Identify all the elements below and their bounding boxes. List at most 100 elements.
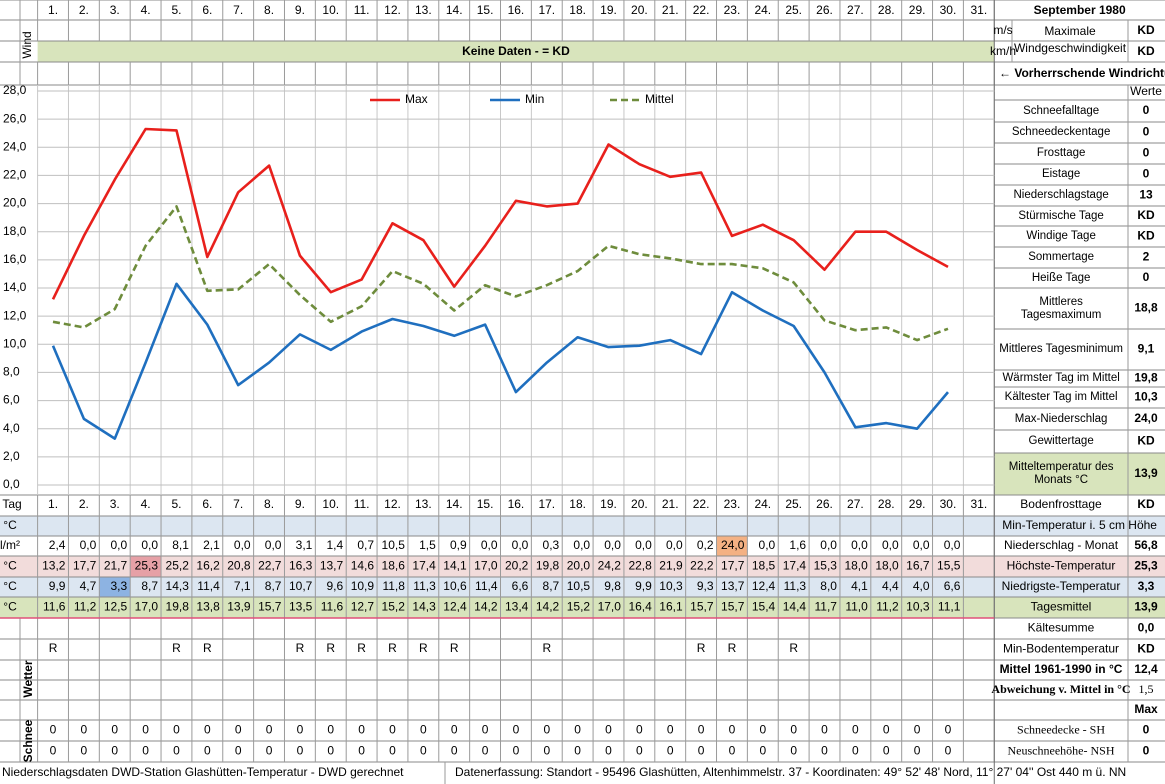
cell-value: 14,6 <box>351 559 375 573</box>
stat-label-box: Schneedeckentage <box>1012 126 1110 138</box>
cell-value: 20,2 <box>505 559 529 573</box>
max-wind-label: Maximale <box>1044 24 1096 38</box>
cell-value: 1,6 <box>789 538 806 552</box>
cell-value: 11,2 <box>876 600 899 614</box>
row-label: Neuschneehöhe- NSH <box>1008 743 1115 757</box>
stat-label: Max-Niederschlag <box>1014 412 1108 425</box>
y-tick-label: 10,0 <box>3 336 27 350</box>
weather-symbol: R <box>172 641 181 655</box>
cell-value: 15,2 <box>382 600 406 614</box>
cell-value: 0,9 <box>450 538 467 552</box>
day-label: Tag <box>2 497 21 511</box>
cell-value: 8,1 <box>172 538 189 552</box>
cell-value: 0 <box>698 723 705 737</box>
weather-label: Wetter <box>21 660 35 697</box>
cell-value: 0,2 <box>697 538 714 552</box>
stat-label: Mittleres Tagesmaximum <box>1020 295 1102 321</box>
cell-value: 15,5 <box>937 559 961 573</box>
cell-value: 4,7 <box>80 579 97 593</box>
stat-value: KD <box>1137 208 1155 222</box>
cell-bg <box>0 597 995 618</box>
legend-label: Min <box>525 92 544 106</box>
row-total: 1,5 <box>1139 682 1154 696</box>
cell-value: 11,4 <box>197 579 220 593</box>
day-header: 22. <box>693 3 710 17</box>
cell-value: 14,2 <box>474 600 498 614</box>
stat-label: Wärmster Tag im Mittel <box>1002 372 1120 384</box>
stat-value: 0 <box>1143 125 1150 139</box>
cell-value: 10,6 <box>443 579 467 593</box>
row-label: Min-Temperatur i. 5 cm Höhe <box>1002 518 1157 532</box>
cell-value: 10,7 <box>289 579 313 593</box>
cell-value: 22,7 <box>258 559 282 573</box>
cell-value: 0,0 <box>851 538 868 552</box>
cell-value: 0,7 <box>357 538 374 552</box>
day-header: 28. <box>878 497 895 511</box>
cell-value: 0,0 <box>110 538 127 552</box>
unit-label: l/m² <box>0 538 20 552</box>
cell-value: 15,2 <box>567 600 591 614</box>
day-header: 12. <box>384 3 401 17</box>
cell-value: 0 <box>945 723 952 737</box>
day-header: 30. <box>940 3 957 17</box>
day-header: 29. <box>909 497 926 511</box>
stat-label: Kältester Tag im Mittel <box>1004 391 1118 403</box>
cell-value: 21,9 <box>659 559 683 573</box>
stat-label: Gewittertage <box>1028 435 1094 447</box>
row-total: 56,8 <box>1134 538 1158 552</box>
cell-value: 4,4 <box>882 579 899 593</box>
cell-value: 13,7 <box>320 559 344 573</box>
cell-value: 17,7 <box>73 559 97 573</box>
cell-value: 11,8 <box>382 579 405 593</box>
cell-bg <box>994 597 1165 618</box>
cell-value: 16,2 <box>196 559 220 573</box>
row-label: Min-Bodentemperatur <box>1003 642 1119 656</box>
cell-value: 1,5 <box>419 538 436 552</box>
stat-label: Schneefalltage <box>1023 104 1100 117</box>
no-data-band <box>37 41 995 62</box>
cell-value: 0,0 <box>80 538 97 552</box>
cell-value: 0 <box>482 723 489 737</box>
cell-value: 18,5 <box>752 559 776 573</box>
cell-value: 0 <box>358 744 365 758</box>
cell-value: 17,4 <box>783 559 807 573</box>
stat-value: 19,8 <box>1134 371 1158 385</box>
cell-value: 0 <box>914 723 921 737</box>
day-header: 9. <box>295 3 305 17</box>
day-header: 23. <box>724 497 741 511</box>
cell-value: 15,7 <box>690 600 714 614</box>
stat-label: Mittleres Tagesminimum <box>999 343 1123 355</box>
weather-symbol: R <box>542 641 551 655</box>
cell-value: 20,8 <box>227 559 251 573</box>
sheet-title: September 1980 <box>1034 3 1126 17</box>
day-header: 8. <box>264 497 274 511</box>
day-header: 31. <box>970 497 987 511</box>
cell-value: 11,7 <box>814 600 837 614</box>
day-header: 9. <box>295 497 305 511</box>
cell-value: 16,3 <box>289 559 313 573</box>
cell-value: 0 <box>852 744 859 758</box>
day-header: 7. <box>233 3 243 17</box>
stat-label: Stürmische Tage <box>1018 209 1104 222</box>
day-header: 3. <box>110 3 120 17</box>
cell-value: 11,3 <box>784 579 807 593</box>
cell-value: 8,7 <box>265 579 282 593</box>
cell-value: 0,0 <box>759 538 776 552</box>
cell-value: 11,2 <box>74 600 97 614</box>
cell-value: 0,0 <box>666 538 683 552</box>
cell-value: 0 <box>852 723 859 737</box>
y-tick-label: 20,0 <box>3 196 27 210</box>
cell-value: 0 <box>636 744 643 758</box>
day-header: 27. <box>847 3 864 17</box>
day-header: 6. <box>202 497 212 511</box>
stat-label-box: Frosttage <box>1037 147 1086 159</box>
cell-value: 8,0 <box>820 579 837 593</box>
stat-label: Sommertage <box>1028 251 1095 263</box>
day-header: 20. <box>631 3 648 17</box>
cell-value: 18,0 <box>875 559 899 573</box>
unit-label: m/s <box>993 23 1012 37</box>
weather-symbol: R <box>728 641 737 655</box>
stat-value: 13 <box>1139 188 1153 202</box>
cell-value: 2,4 <box>49 538 66 552</box>
cell-bg <box>994 453 1165 495</box>
